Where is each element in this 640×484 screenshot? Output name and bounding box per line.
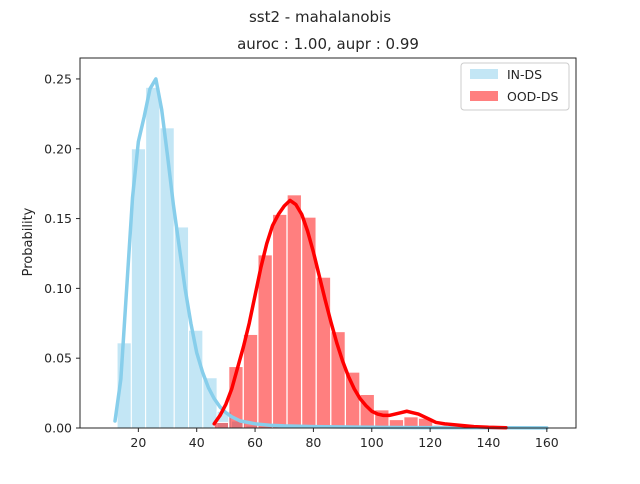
legend-swatch-in-ds xyxy=(470,69,498,79)
y-tick-label: 0.10 xyxy=(44,281,72,296)
x-tick-label: 100 xyxy=(360,435,384,450)
x-tick-label: 20 xyxy=(130,435,146,450)
histogram-bar-ood-ds xyxy=(287,195,301,428)
legend-label-in-ds: IN-DS xyxy=(507,67,542,82)
x-tick-label: 40 xyxy=(189,435,205,450)
histogram-bar-ood-ds xyxy=(258,255,272,428)
chart-suptitle: sst2 - mahalanobis xyxy=(249,8,391,26)
legend-label-ood-ds: OOD-DS xyxy=(507,89,558,104)
y-tick-label: 0.20 xyxy=(44,141,72,156)
histogram-bar-ood-ds xyxy=(346,372,360,428)
legend: IN-DS OOD-DS xyxy=(461,63,569,110)
x-tick-label: 120 xyxy=(418,435,442,450)
y-tick-label: 0.25 xyxy=(44,71,72,86)
x-tick-label: 140 xyxy=(477,435,501,450)
histogram-bar-ood-ds xyxy=(273,214,287,428)
legend-swatch-ood-ds xyxy=(470,91,498,101)
y-axis-label: Probability xyxy=(21,207,36,276)
histogram-bar-in-ds xyxy=(160,128,174,428)
x-tick-label: 80 xyxy=(305,435,321,450)
x-tick-label: 160 xyxy=(535,435,559,450)
y-tick-label: 0.05 xyxy=(44,351,72,366)
histogram-bar-in-ds xyxy=(146,87,160,428)
y-tick-label: 0.00 xyxy=(44,421,72,436)
x-tick-label: 60 xyxy=(247,435,263,450)
histogram-bar-ood-ds xyxy=(243,334,257,428)
y-tick-label: 0.15 xyxy=(44,211,72,226)
chart-title: auroc : 1.00, aupr : 0.99 xyxy=(237,35,419,53)
